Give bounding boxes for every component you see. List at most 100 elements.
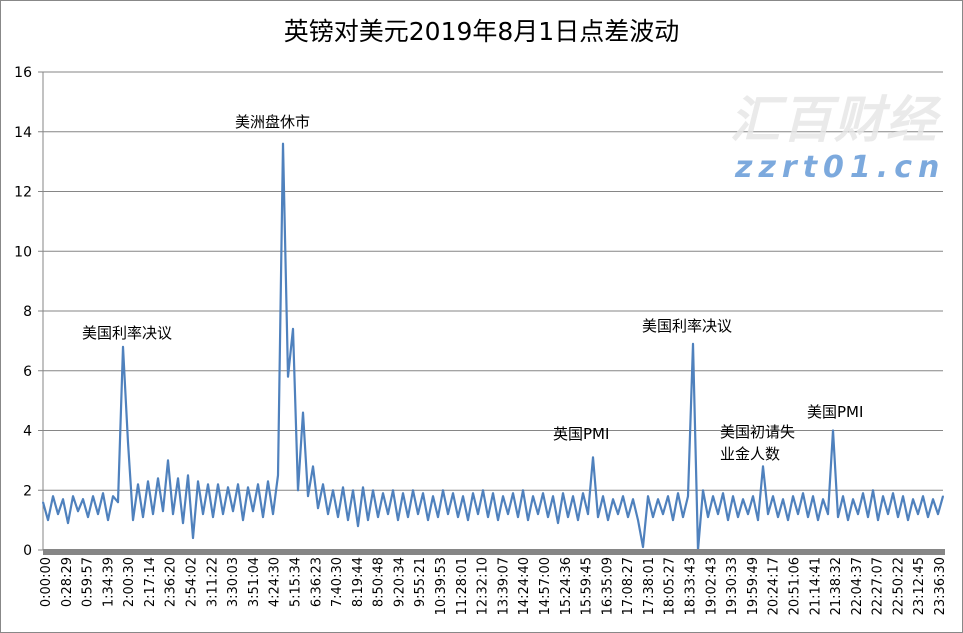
data-point [477, 513, 479, 515]
annotation-label: 美洲盘休市 [235, 113, 310, 131]
data-point [937, 513, 939, 515]
data-point [412, 489, 414, 492]
data-point [452, 492, 454, 495]
data-point [617, 513, 619, 515]
data-point [927, 516, 929, 518]
data-point [337, 516, 339, 518]
data-point [732, 495, 734, 498]
data-point [82, 498, 84, 501]
data-point [252, 510, 254, 512]
data-point [707, 516, 709, 518]
x-tick-label: 11:28:01 [455, 557, 470, 615]
data-point [187, 474, 189, 477]
data-point [867, 516, 869, 518]
data-point [767, 513, 769, 515]
y-tick-label: 12 [14, 185, 32, 201]
x-tick-label: 13:39:07 [496, 557, 511, 615]
data-point [362, 486, 364, 489]
data-point [557, 522, 559, 524]
x-tick-label: 2:17:14 [143, 557, 158, 607]
data-point [122, 346, 124, 348]
data-point [562, 492, 564, 495]
data-point [177, 477, 179, 480]
y-tick-label: 4 [23, 424, 32, 440]
annotation-label: 美国利率决议 [82, 324, 172, 342]
x-tick-label: 3:30:03 [226, 557, 241, 607]
data-point [197, 480, 199, 483]
annotation-label: 美国初请失 [720, 423, 795, 441]
data-point [432, 495, 434, 498]
y-tick-label: 0 [23, 543, 32, 559]
data-point [747, 513, 749, 515]
data-point [397, 519, 399, 521]
data-point [862, 492, 864, 495]
data-point [142, 516, 144, 518]
data-point [827, 513, 829, 515]
data-point [802, 492, 804, 495]
data-point [792, 495, 794, 498]
x-tick-label: 8:50:48 [372, 557, 387, 607]
data-point [722, 492, 724, 495]
x-tick-label: 22:04:37 [850, 557, 865, 615]
data-point [602, 495, 604, 498]
data-point [872, 489, 874, 492]
data-point [652, 516, 654, 518]
data-point [572, 495, 574, 498]
data-point [272, 513, 274, 515]
data-point [787, 519, 789, 521]
data-point [667, 495, 669, 498]
data-point [837, 516, 839, 518]
x-tick-label: 15:24:36 [559, 557, 574, 615]
data-point [887, 513, 889, 515]
data-point [942, 495, 944, 498]
data-point [402, 492, 404, 495]
data-point [92, 495, 94, 498]
data-point [312, 465, 314, 468]
y-tick-label: 14 [14, 125, 32, 141]
data-point [387, 513, 389, 515]
data-point [487, 516, 489, 518]
data-point [167, 459, 169, 462]
data-point [437, 516, 439, 518]
data-point [717, 513, 719, 515]
series-line [41, 142, 945, 552]
data-point [72, 495, 74, 498]
data-point [612, 498, 614, 501]
data-point [62, 498, 64, 501]
data-point [322, 483, 324, 486]
data-point [87, 516, 89, 518]
data-point [797, 513, 799, 515]
data-point [497, 519, 499, 521]
data-point [267, 480, 269, 483]
data-point [407, 516, 409, 518]
data-point [157, 477, 159, 480]
data-point [532, 495, 534, 498]
x-tick-label: 3:51:04 [247, 557, 262, 607]
data-point [307, 495, 309, 498]
x-tick-label: 4:24:30 [268, 557, 283, 607]
data-point [342, 486, 344, 489]
data-point [737, 516, 739, 518]
data-point [277, 474, 279, 477]
data-point [442, 489, 444, 492]
x-tick-label: 6:36:23 [309, 557, 324, 607]
data-point [687, 495, 689, 498]
x-tick-label: 22:27:07 [871, 557, 886, 615]
x-tick-label: 7:40:30 [330, 557, 345, 607]
data-point [692, 343, 694, 345]
data-point [127, 441, 129, 444]
data-point [427, 519, 429, 521]
x-tick-label: 14:57:00 [538, 557, 553, 615]
data-point [152, 513, 154, 515]
data-point [472, 492, 474, 495]
data-point [102, 492, 104, 495]
x-tick-label: 19:02:43 [704, 557, 719, 615]
data-point [742, 498, 744, 501]
data-point [657, 498, 659, 501]
x-tick-label: 12:32:10 [476, 557, 491, 615]
y-tick-label: 6 [23, 364, 32, 380]
data-point [537, 513, 539, 515]
data-point [757, 519, 759, 521]
data-point [47, 519, 49, 521]
x-tick-label: 0:59:57 [81, 557, 96, 607]
